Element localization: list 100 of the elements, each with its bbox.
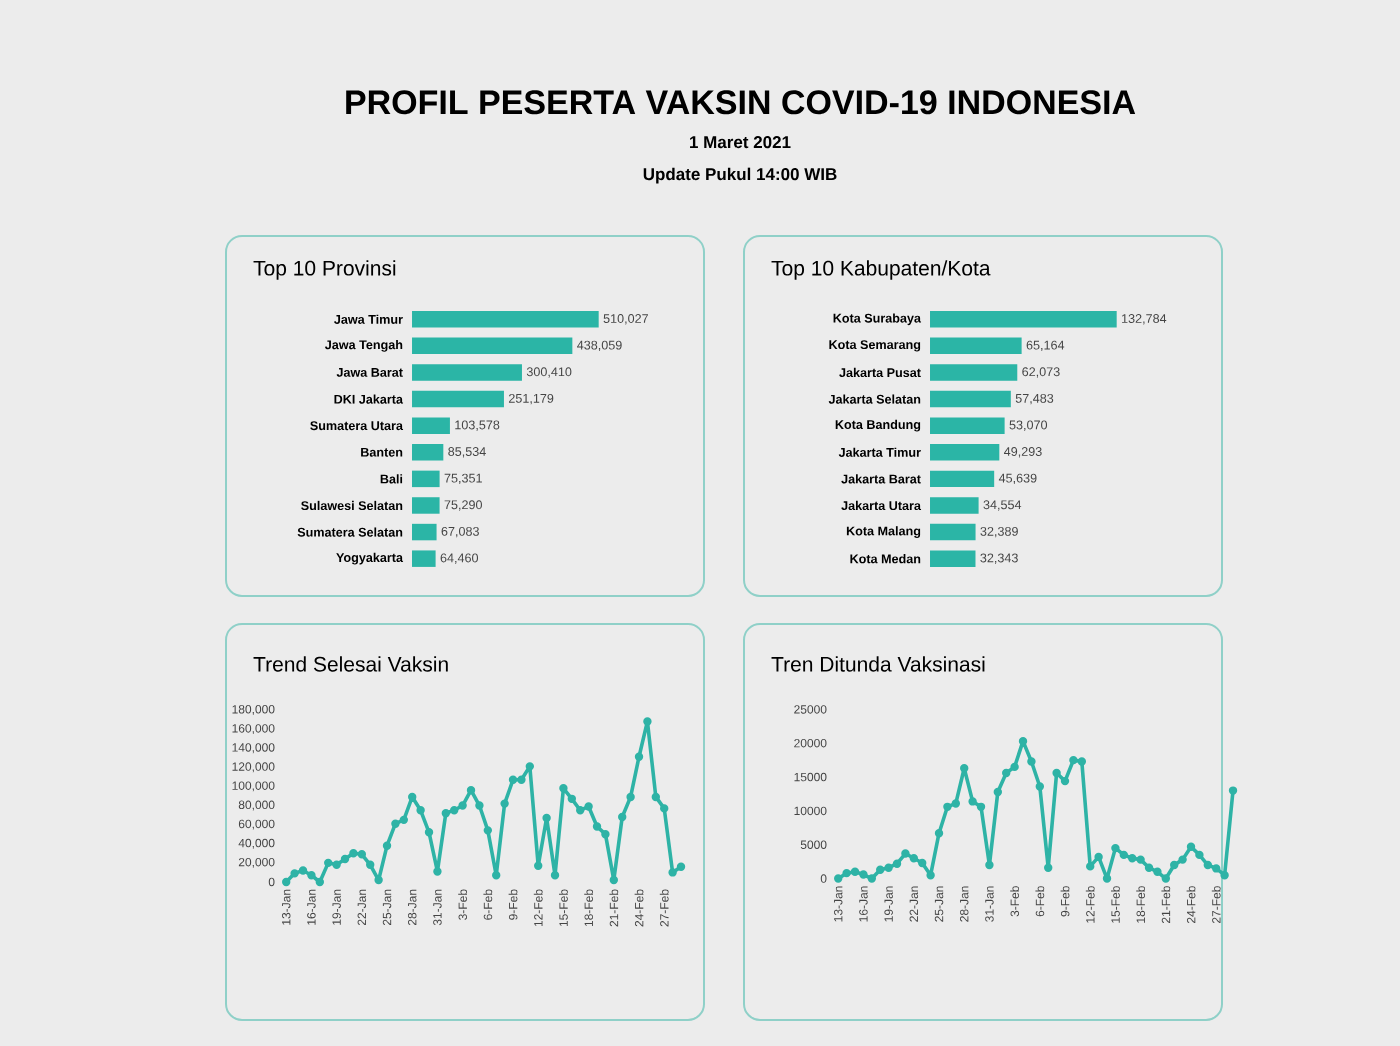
- point: [1069, 755, 1078, 765]
- bar: [930, 337, 1022, 355]
- point: [282, 877, 291, 887]
- point: [1170, 860, 1179, 870]
- bar: [412, 311, 599, 328]
- point: [901, 849, 910, 858]
- point: [542, 813, 551, 823]
- point: [968, 797, 977, 806]
- point: [892, 859, 902, 868]
- point: [1119, 850, 1129, 860]
- bar: [412, 497, 440, 514]
- bar: [930, 470, 995, 488]
- point: [1010, 762, 1019, 772]
- point: [357, 850, 367, 859]
- point: [349, 849, 358, 858]
- bar: [412, 550, 436, 567]
- point: [576, 806, 585, 815]
- bar: [412, 470, 440, 488]
- bar: [412, 364, 522, 381]
- point: [1212, 864, 1221, 873]
- chart-title: Trend Selesai Vaksin: [253, 656, 448, 672]
- bar: [412, 417, 450, 434]
- point: [876, 865, 885, 874]
- point: [307, 871, 316, 880]
- point: [1044, 863, 1053, 872]
- bar: [930, 390, 1011, 408]
- point: [584, 802, 593, 811]
- point: [298, 866, 308, 875]
- point: [399, 815, 409, 825]
- point: [1035, 782, 1045, 791]
- point: [943, 802, 952, 812]
- point: [1002, 768, 1011, 778]
- point: [1111, 843, 1120, 853]
- point: [567, 794, 577, 804]
- point: [1144, 863, 1154, 872]
- bar: [930, 444, 1000, 461]
- point: [634, 752, 644, 761]
- point: [458, 801, 467, 810]
- point: [867, 874, 877, 883]
- point: [1161, 874, 1171, 883]
- point: [1086, 862, 1095, 871]
- point: [290, 869, 299, 878]
- point: [466, 786, 476, 795]
- point: [1077, 757, 1087, 766]
- point: [651, 792, 661, 802]
- point: [517, 775, 526, 784]
- point: [475, 801, 484, 810]
- chart-title: Top 10 Provinsi: [253, 260, 396, 280]
- point: [1128, 854, 1137, 863]
- point: [859, 870, 868, 879]
- point: [951, 799, 961, 808]
- bar: [930, 523, 976, 541]
- point: [424, 828, 434, 837]
- point: [884, 863, 893, 872]
- point: [960, 764, 969, 773]
- chart-title: Tren Ditunda Vaksinasi: [771, 656, 985, 672]
- point: [1052, 768, 1061, 778]
- point: [500, 799, 509, 808]
- point: [366, 860, 375, 869]
- point: [993, 787, 1003, 797]
- point: [1220, 870, 1229, 880]
- bar: [412, 444, 444, 461]
- bar: [930, 364, 1018, 381]
- point: [1136, 855, 1145, 864]
- bar: [930, 417, 1005, 434]
- point: [508, 775, 518, 784]
- point: [1228, 786, 1238, 795]
- point: [668, 868, 677, 877]
- point: [676, 862, 686, 871]
- text: 1 Maret 2021: [690, 136, 791, 149]
- point: [592, 822, 602, 831]
- point: [643, 717, 652, 726]
- point: [1153, 867, 1162, 876]
- point: [391, 819, 400, 828]
- point: [315, 877, 325, 887]
- bar: [930, 497, 979, 514]
- point: [985, 860, 994, 870]
- text: PROFIL PESERTA VAKSIN COVID-19 INDONESIA: [346, 90, 1136, 115]
- point: [660, 804, 669, 813]
- bar: [930, 550, 976, 567]
- point: [626, 792, 635, 802]
- point: [601, 829, 610, 839]
- point: [1186, 842, 1196, 851]
- point: [382, 841, 392, 850]
- point: [433, 867, 442, 876]
- point: [909, 854, 919, 863]
- point: [1094, 852, 1103, 862]
- bar: [930, 311, 1117, 328]
- point: [374, 875, 383, 885]
- point: [525, 762, 535, 771]
- point: [834, 874, 843, 883]
- point: [450, 806, 459, 815]
- bar: [412, 337, 573, 355]
- point: [559, 784, 568, 793]
- point: [1102, 874, 1112, 883]
- point: [1027, 757, 1036, 766]
- point: [441, 808, 451, 818]
- point: [534, 861, 543, 870]
- point: [934, 829, 944, 838]
- point: [550, 871, 560, 880]
